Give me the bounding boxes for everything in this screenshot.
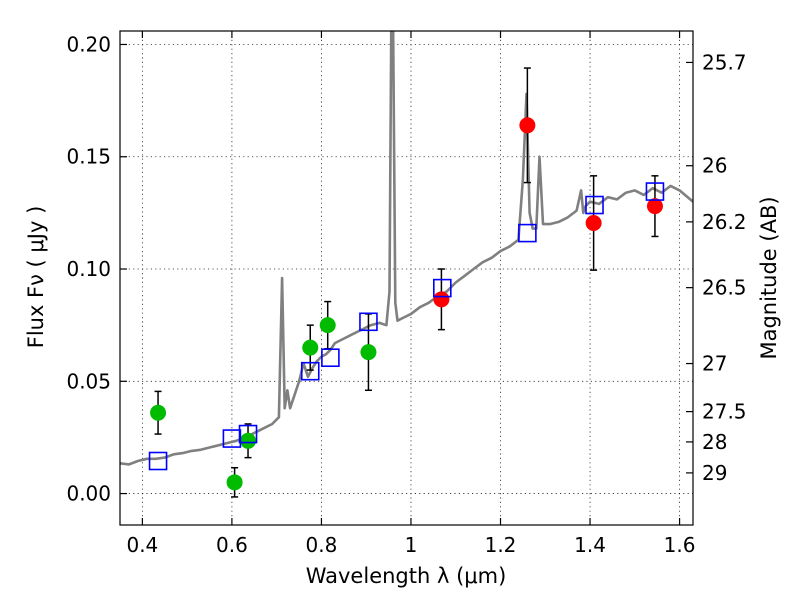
x-tick-label: 1.2 [485, 533, 517, 557]
model-square-marker [222, 429, 242, 448]
green-data-point [360, 344, 377, 361]
y-tick-label: 0.20 [66, 32, 111, 56]
y-tick-label: 0.00 [66, 482, 111, 506]
red-data-point [433, 291, 450, 308]
x-axis-label: Wavelength λ (μm) [306, 564, 507, 588]
red-data-point [585, 214, 602, 231]
model-square-marker [518, 223, 537, 243]
green-data-point [150, 404, 167, 421]
model-square-marker [321, 348, 340, 368]
green-data-point [302, 339, 319, 356]
model-square-marker [300, 361, 320, 381]
right-tick-label: 28 [702, 430, 727, 454]
y-tick-label: 0.15 [66, 145, 111, 169]
y-axis-label: Flux Fν ( μJy ) [24, 206, 48, 349]
y-tick-label: 0.10 [66, 257, 111, 281]
x-tick-label: 1.6 [664, 533, 696, 557]
right-tick-label: 27 [702, 352, 727, 376]
red-data-point [519, 117, 536, 134]
model-square-marker [238, 424, 258, 444]
green-data-point [240, 432, 257, 449]
x-tick-label: 0.6 [216, 533, 248, 557]
model-square-marker [359, 312, 378, 332]
right-tick-label: 29 [702, 461, 727, 485]
green-data-point [319, 317, 336, 334]
x-tick-label: 1 [405, 533, 418, 557]
y-tick-label: 0.05 [66, 369, 111, 393]
red-data-point [646, 198, 663, 215]
x-tick-label: 1.4 [574, 533, 606, 557]
right-tick-label: 25.7 [702, 50, 747, 74]
right-tick-label: 26.2 [702, 210, 747, 234]
model-square-marker [433, 278, 452, 298]
grid-layer [120, 31, 693, 525]
right-tick-label: 26 [702, 154, 727, 178]
spectrum-line [120, 31, 693, 466]
right-tick-label: 27.5 [702, 400, 747, 424]
model-square-marker [148, 451, 168, 471]
right-tick-label: 26.5 [702, 276, 747, 300]
axes: 0.4 0.6 0.8 1 1.2 1.4 1.6 0.00 0.05 0.10 0.15 0.20 2… [66, 31, 747, 557]
green-data-point [226, 474, 243, 491]
plot-frame [119, 30, 694, 526]
right-axis-label: Magnitude (AB) [757, 196, 781, 359]
x-tick-label: 0.8 [306, 533, 338, 557]
model-square-marker [645, 182, 665, 201]
x-tick-label: 0.4 [126, 533, 158, 557]
plot-area [120, 31, 693, 498]
model-square-marker [585, 195, 604, 215]
